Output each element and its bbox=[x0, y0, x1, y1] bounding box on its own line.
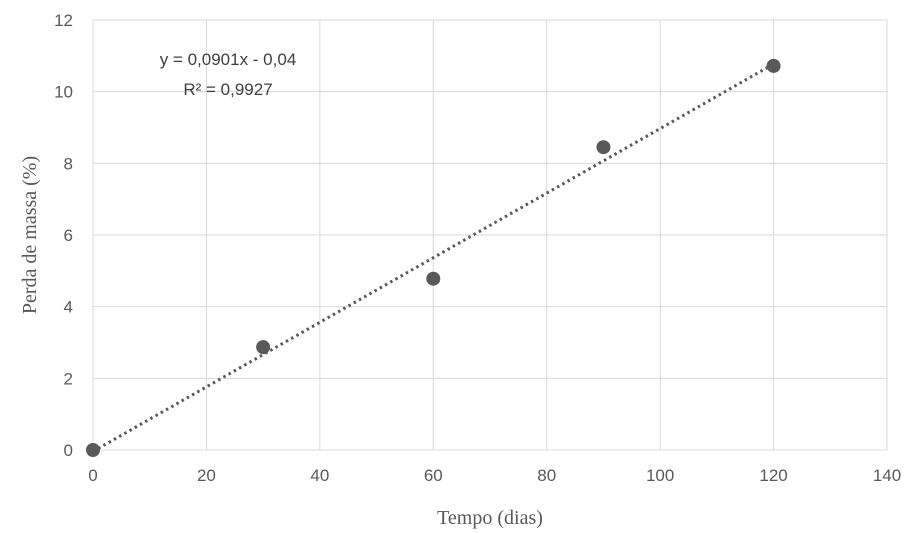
x-axis-title: Tempo (dias) bbox=[437, 507, 543, 529]
y-tick-label-2: 4 bbox=[64, 298, 73, 317]
y-tick-label-0: 0 bbox=[64, 441, 73, 460]
data-point-3 bbox=[596, 140, 611, 155]
y-tick-label-4: 8 bbox=[64, 154, 73, 173]
y-axis-title: Perda de massa (%) bbox=[19, 156, 41, 314]
data-points bbox=[86, 58, 781, 457]
x-tick-label-1: 20 bbox=[197, 466, 216, 485]
y-axis-ticks: 0 2 4 6 8 10 12 bbox=[54, 11, 73, 460]
x-tick-label-6: 120 bbox=[759, 466, 787, 485]
equation-annotation: y = 0,0901x - 0,04 bbox=[160, 50, 297, 69]
x-tick-label-2: 40 bbox=[310, 466, 329, 485]
x-axis-ticks: 0 20 40 60 80 100 120 140 bbox=[88, 466, 901, 485]
data-point-1 bbox=[256, 340, 271, 355]
x-tick-label-5: 100 bbox=[646, 466, 674, 485]
trendline-path bbox=[92, 62, 775, 453]
data-point-0 bbox=[86, 443, 100, 457]
x-tick-label-7: 140 bbox=[873, 466, 901, 485]
y-tick-label-5: 10 bbox=[54, 83, 73, 102]
trendline bbox=[92, 62, 775, 453]
y-tick-label-6: 12 bbox=[54, 11, 73, 30]
data-point-2 bbox=[426, 271, 441, 286]
y-tick-label-1: 2 bbox=[64, 369, 73, 388]
x-tick-label-4: 80 bbox=[537, 466, 556, 485]
data-point-4 bbox=[766, 58, 781, 73]
x-tick-label-0: 0 bbox=[88, 466, 97, 485]
grid bbox=[92, 19, 888, 451]
x-tick-label-3: 60 bbox=[424, 466, 443, 485]
r-squared-annotation: R² = 0,9927 bbox=[183, 80, 272, 99]
y-tick-label-3: 6 bbox=[64, 226, 73, 245]
